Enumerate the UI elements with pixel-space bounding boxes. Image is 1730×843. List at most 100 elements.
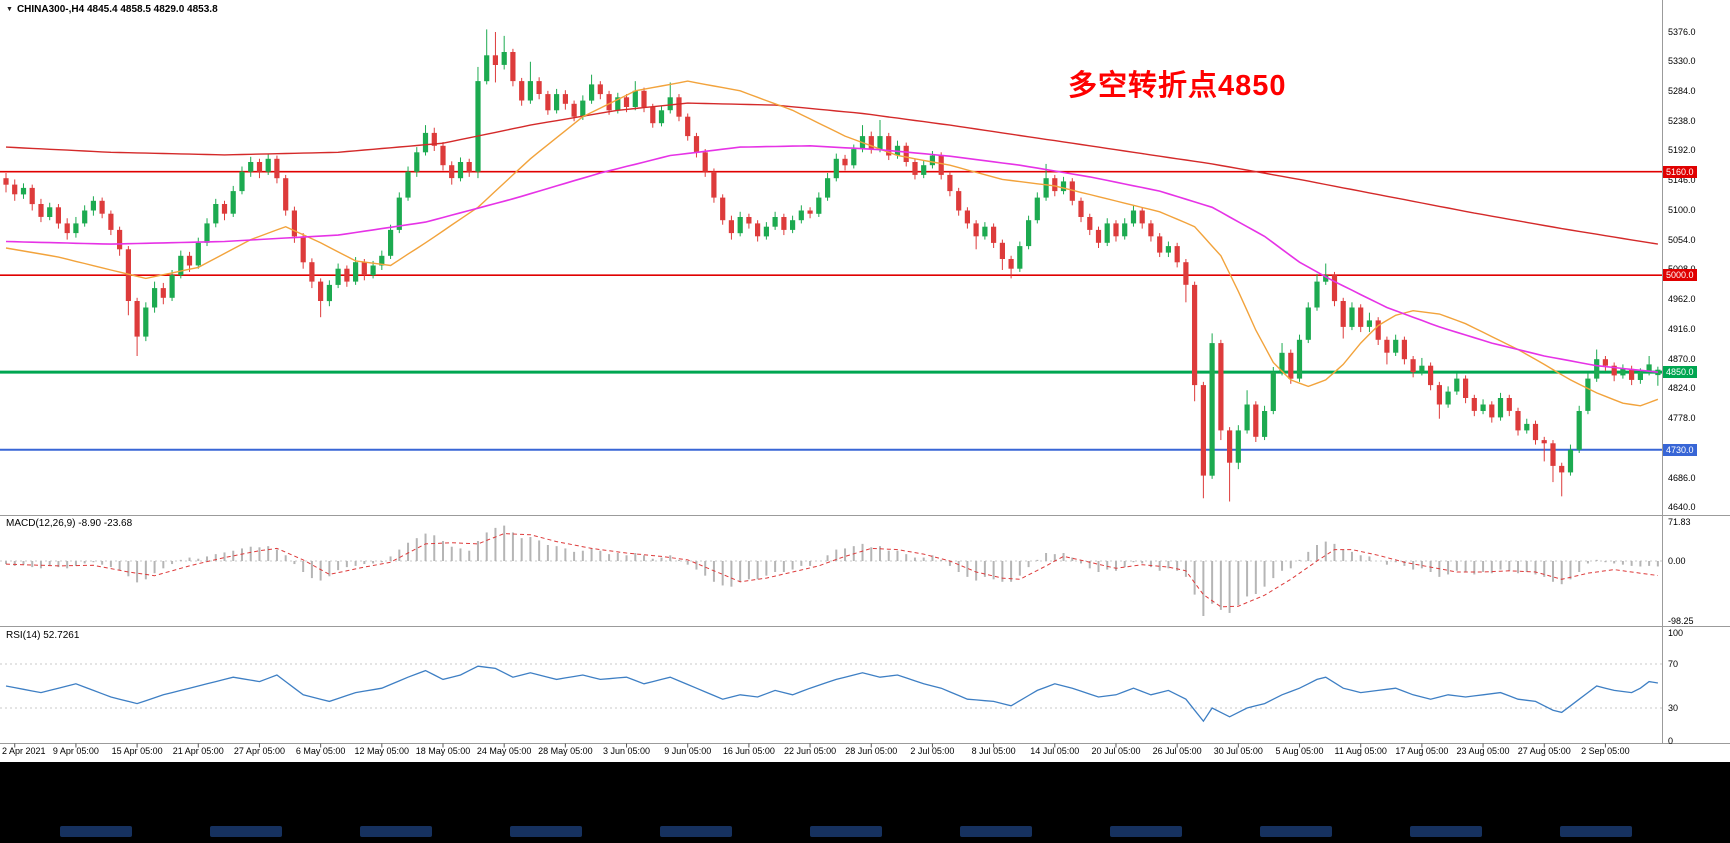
candle-down: [947, 174, 953, 192]
candle-up: [790, 220, 796, 230]
taskbar-item[interactable]: [510, 826, 582, 837]
date-label: 21 Apr 05:00: [172, 746, 224, 756]
candle-down: [1358, 307, 1364, 327]
candle-down: [38, 204, 44, 217]
candle-down: [1375, 320, 1381, 340]
candle-up: [379, 255, 385, 266]
price-tag-4730.0: 4730.0: [1663, 443, 1697, 456]
price-axis-label: 4962.0: [1668, 294, 1696, 305]
candle-up: [178, 255, 184, 276]
candle-down: [1515, 411, 1521, 431]
taskbar-item[interactable]: [1560, 826, 1632, 837]
candle-down: [597, 84, 603, 95]
taskbar-item[interactable]: [1110, 826, 1182, 837]
ma-slow-red-line: [5, 102, 1659, 245]
chart-canvas[interactable]: [0, 0, 1730, 762]
taskbar-item[interactable]: [660, 826, 732, 837]
candle-down: [1401, 339, 1407, 360]
candle-down: [134, 301, 140, 337]
candle-up: [1034, 197, 1040, 221]
date-label: 11 Aug 05:00: [1334, 746, 1387, 756]
candle-up: [213, 204, 219, 224]
macd-axis-label: 0.00: [1668, 556, 1686, 566]
taskbar-item[interactable]: [960, 826, 1032, 837]
candle-down: [1148, 223, 1154, 237]
candle-down: [55, 207, 61, 224]
date-label: 17 Aug 05:00: [1395, 746, 1449, 756]
candle-down: [1288, 352, 1294, 379]
price-axis-label: 5100.0: [1668, 204, 1696, 215]
candle-up: [265, 158, 271, 172]
candle-down: [1008, 259, 1014, 269]
taskbar-item[interactable]: [360, 826, 432, 837]
candle-down: [492, 55, 498, 65]
candle-down: [1113, 223, 1119, 237]
candle-up: [772, 217, 778, 227]
date-label: 2 Apr 2021: [2, 746, 46, 756]
candle-down: [1069, 181, 1075, 201]
taskbar-item[interactable]: [810, 826, 882, 837]
price-tag-5160.0: 5160.0: [1663, 165, 1697, 178]
candle-up: [152, 288, 158, 308]
candle-down: [125, 249, 131, 301]
candle-down: [991, 226, 997, 243]
candle-up: [851, 149, 857, 166]
candle-down: [1506, 398, 1512, 411]
candle-down: [650, 107, 656, 124]
taskbar-item[interactable]: [210, 826, 282, 837]
candle-down: [536, 81, 542, 94]
candle-down: [1174, 246, 1180, 263]
candle-down: [1087, 217, 1093, 230]
candle-up: [248, 162, 254, 172]
candle-up: [1567, 449, 1574, 473]
candle-up: [1104, 223, 1110, 243]
taskbar-item[interactable]: [1260, 826, 1332, 837]
candle-down: [291, 210, 297, 237]
symbol-dropdown-icon[interactable]: ▼: [6, 5, 13, 13]
annotation-text[interactable]: 多空转折点4850: [1068, 70, 1287, 102]
rsi-label: RSI(14) 52.7261: [6, 630, 80, 641]
candle-down: [571, 103, 577, 117]
candle-up: [737, 217, 743, 234]
candle-up: [335, 268, 341, 285]
date-label: 24 May 05:00: [476, 746, 532, 756]
candle-down: [1463, 378, 1469, 398]
candle-up: [1130, 210, 1137, 224]
candle-up: [414, 152, 420, 172]
taskbar-item[interactable]: [60, 826, 132, 837]
candle-up: [1262, 411, 1268, 437]
taskbar[interactable]: [0, 762, 1730, 843]
candle-up: [589, 84, 595, 101]
candle-down: [755, 223, 761, 237]
candle-down: [938, 155, 944, 175]
price-axis-label: 5238.0: [1668, 115, 1696, 126]
candle-down: [1078, 200, 1084, 217]
taskbar-item[interactable]: [1410, 826, 1482, 837]
candle-down: [12, 184, 18, 195]
candle-up: [73, 223, 79, 234]
candle-down: [108, 213, 114, 230]
price-axis-label: 5330.0: [1668, 56, 1696, 67]
candle-down: [186, 255, 193, 266]
candle-up: [1480, 404, 1486, 411]
date-label: 28 Jun 05:00: [845, 746, 898, 756]
candle-down: [912, 162, 918, 175]
price-axis-label: 4916.0: [1668, 323, 1696, 334]
date-label: 27 Apr 05:00: [233, 746, 285, 756]
candle-down: [344, 268, 350, 282]
candle-up: [1585, 378, 1591, 411]
rsi-line: [5, 665, 1659, 723]
candle-down: [1227, 430, 1233, 463]
ma-mid-magenta-line: [5, 144, 1658, 373]
candle-down: [64, 223, 70, 234]
candle-up: [143, 307, 149, 337]
candle-up: [1620, 368, 1626, 376]
candle-down: [1183, 262, 1189, 285]
candle-down: [1541, 440, 1547, 444]
price-axis-label: 4870.0: [1668, 353, 1696, 364]
macd-axis-label: -98.25: [1668, 616, 1694, 627]
candle-up: [1445, 391, 1451, 405]
candle-up: [422, 132, 429, 153]
candle-up: [982, 226, 988, 237]
